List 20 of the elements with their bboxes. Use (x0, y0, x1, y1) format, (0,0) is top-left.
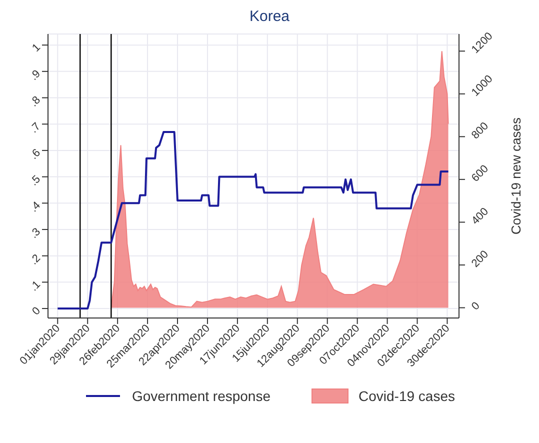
legend-label: Covid-19 cases (358, 388, 456, 404)
y-tick-label: 1 (30, 42, 43, 54)
y-tick-label: .8 (28, 94, 43, 110)
y2-tick-label: 200 (469, 248, 491, 270)
y-tick-label: .2 (28, 252, 43, 268)
y-tick-label: 0 (30, 304, 43, 318)
y-tick-label: .7 (28, 120, 43, 136)
y2-tick-label: 0 (469, 300, 482, 313)
y-tick-label: .9 (28, 68, 43, 83)
y-tick-label: .5 (28, 173, 43, 188)
y-tick-label: .1 (28, 278, 43, 294)
y2-tick-label: 800 (469, 120, 491, 142)
y-tick-label: .3 (28, 226, 43, 241)
chart-title: Korea (248, 8, 291, 26)
legend-label: Government response (132, 388, 271, 404)
y2-tick-label: 400 (469, 206, 491, 228)
y-tick-label: .6 (28, 146, 43, 162)
y-tick-label: .4 (28, 200, 43, 215)
y2-axis-title: Covid-19 new cases (508, 116, 524, 235)
y2-tick-label: 600 (469, 162, 491, 184)
